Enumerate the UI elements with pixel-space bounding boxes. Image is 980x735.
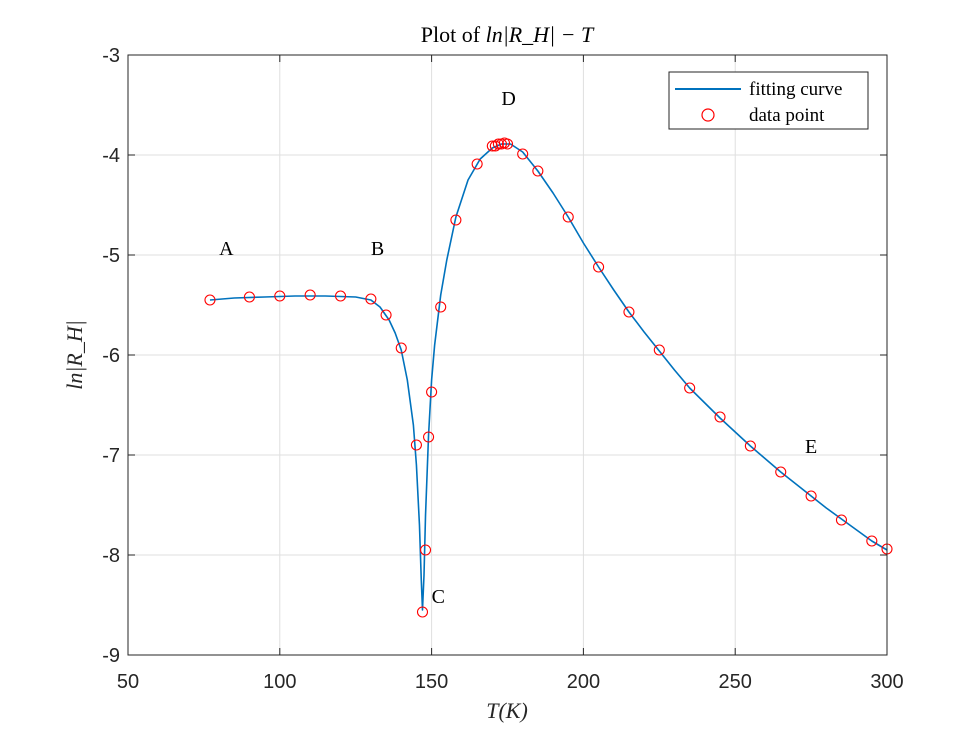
data-point-marker <box>243 291 255 303</box>
x-tick-label: 150 <box>415 671 448 693</box>
data-point-marker <box>365 293 377 305</box>
y-tick-label: -9 <box>102 645 120 667</box>
chart-title: Plot of ln|R_H| − T <box>421 22 595 47</box>
fitting-curve-line <box>209 143 888 611</box>
x-tick-label: 50 <box>117 671 139 693</box>
data-point-marker <box>204 294 216 306</box>
data-point-marker <box>805 490 817 502</box>
data-point-marker <box>416 606 429 618</box>
legend: fitting curve data point <box>668 71 869 130</box>
data-point-marker <box>492 138 504 150</box>
x-tick-label: 200 <box>567 671 600 693</box>
y-tick-label: -4 <box>102 145 120 167</box>
y-tick-label: -3 <box>102 45 120 67</box>
data-point-marker <box>395 342 407 354</box>
data-point-marker <box>684 382 696 394</box>
data-point-marker <box>471 158 483 170</box>
annotation-b: B <box>371 238 384 260</box>
data-point-marker <box>835 514 848 526</box>
data-point-marker <box>426 386 438 398</box>
axes: 50 100 150 200 250 300 -9 -8 -7 -6 -5 -4 -3 <box>102 45 903 693</box>
y-axis-title: ln|R_H| <box>62 320 87 390</box>
data-point-marker <box>410 439 422 451</box>
data-point-marker <box>532 165 544 177</box>
annotations: A B C D E <box>219 88 817 608</box>
data-point-marker <box>334 290 347 302</box>
data-point-marker <box>653 344 665 356</box>
data-point-marker <box>304 289 316 301</box>
data-point-marker <box>435 301 447 313</box>
annotation-a: A <box>219 238 234 260</box>
x-tick-label: 300 <box>870 671 903 693</box>
annotation-e: E <box>805 436 817 458</box>
data-point-marker <box>419 544 432 556</box>
data-point-marker <box>562 211 574 223</box>
data-point-marker <box>517 148 529 160</box>
series-layer <box>204 137 893 618</box>
annotation-d: D <box>501 88 515 110</box>
x-axis-title: T(K) <box>486 698 528 723</box>
data-point-marker <box>380 309 392 321</box>
legend-marker-swatch <box>701 108 715 122</box>
y-tick-label: -6 <box>102 345 120 367</box>
data-point-marker <box>623 306 635 318</box>
annotation-c: C <box>432 586 445 608</box>
data-point-marker <box>450 214 462 226</box>
y-tick-label: -8 <box>102 545 120 567</box>
data-point-marker <box>714 411 726 423</box>
grid <box>128 55 887 655</box>
y-tick-label: -7 <box>102 445 120 467</box>
data-point-marker <box>501 138 514 150</box>
legend-label-data-point: data point <box>749 105 825 126</box>
y-tick-label: -5 <box>102 245 120 267</box>
legend-box <box>668 71 869 130</box>
chart-title-math: ln|R_H| − T <box>486 22 595 47</box>
data-point-marker <box>866 535 878 547</box>
data-point-marker <box>775 466 787 478</box>
data-point-marker <box>593 261 605 273</box>
x-tick-label: 250 <box>719 671 752 693</box>
chart-title-prefix: Plot of <box>421 22 486 47</box>
x-tick-label: 100 <box>263 671 296 693</box>
data-point-marker <box>423 431 435 443</box>
data-point-marker <box>274 290 286 302</box>
legend-label-fitting-curve: fitting curve <box>749 79 842 100</box>
data-point-marker <box>744 440 756 452</box>
